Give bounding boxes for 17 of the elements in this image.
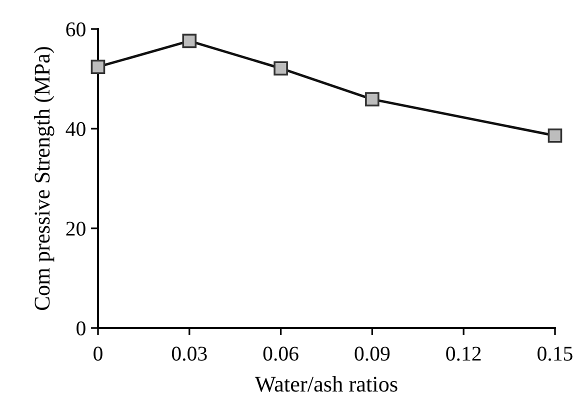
x-tick-label: 0.03	[172, 346, 207, 361]
y-tick-label: 20	[66, 222, 86, 236]
x-tick-label: 0.06	[263, 346, 298, 361]
point	[90, 60, 106, 74]
x-tick-label: 0.09	[354, 346, 390, 361]
point	[274, 61, 288, 76]
y-tick-label: 40	[66, 122, 86, 136]
y-axis-title: Com pressive Strength (MPa)	[34, 47, 54, 310]
x-tick-label: 0	[94, 346, 102, 361]
point	[182, 34, 197, 48]
y-tick-label: 0	[76, 321, 86, 336]
x-tick-label: 0.12	[446, 346, 481, 361]
y-tick-label: 60	[66, 22, 86, 36]
x-axis-title: Water/ash ratios	[254, 376, 398, 392]
point	[365, 92, 380, 106]
x-tick-label: 0.15	[538, 346, 572, 361]
point	[548, 128, 562, 143]
